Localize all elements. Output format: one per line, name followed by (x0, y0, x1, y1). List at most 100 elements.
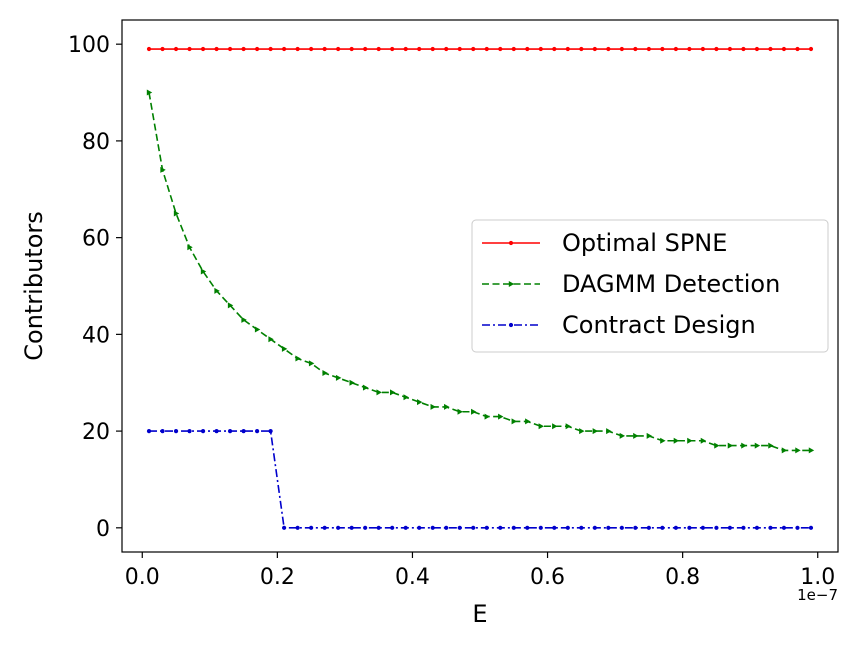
data-point (592, 525, 597, 530)
data-point (214, 428, 219, 434)
data-point (417, 46, 422, 52)
legend-entry: Contract Design (482, 311, 756, 339)
data-point (700, 46, 706, 52)
data-point (457, 408, 463, 415)
data-point (362, 384, 369, 391)
data-point (254, 326, 261, 333)
data-point (254, 46, 260, 52)
data-point (741, 442, 747, 449)
data-point (511, 418, 517, 425)
data-point (552, 46, 557, 52)
data-point (781, 447, 788, 454)
data-point (498, 413, 504, 420)
data-point (214, 46, 219, 52)
data-point (160, 166, 166, 173)
data-point (349, 46, 354, 52)
data-point (552, 525, 557, 530)
data-point (241, 46, 246, 52)
data-point (606, 525, 611, 530)
x-tick-label: 0.2 (260, 565, 295, 590)
data-point (808, 46, 814, 52)
legend-marker (508, 322, 514, 328)
data-point (390, 525, 395, 530)
series-line (149, 430, 811, 529)
legend-label: Optimal SPNE (562, 229, 727, 257)
data-point (471, 525, 476, 530)
data-point (525, 418, 531, 425)
data-point (660, 437, 666, 444)
legend-entry: Optimal SPNE (482, 229, 727, 257)
legend-label: DAGMM Detection (562, 270, 780, 298)
data-point (538, 525, 543, 530)
x-axis-label: E (472, 600, 487, 628)
data-point (146, 89, 153, 96)
data-point (579, 46, 584, 52)
data-point (727, 442, 734, 449)
data-point (619, 525, 624, 530)
data-point (538, 46, 543, 52)
legend-label: Contract Design (562, 311, 756, 339)
data-point (309, 525, 314, 530)
data-point (646, 432, 653, 439)
data-point (754, 525, 760, 530)
legend: Optimal SPNE DAGMM Detection Contract Desi… (471, 219, 829, 353)
data-point (457, 525, 462, 530)
data-point (700, 437, 707, 444)
data-point (768, 442, 774, 449)
data-point (268, 46, 273, 52)
data-point (498, 525, 503, 530)
data-point (741, 525, 746, 530)
axes-frame (121, 19, 839, 553)
data-point (687, 46, 692, 52)
data-point (808, 447, 815, 454)
data-point (795, 525, 800, 530)
data-point (444, 403, 450, 410)
data-point (660, 46, 665, 52)
data-point (254, 428, 260, 434)
data-point (714, 442, 720, 449)
x-axis-offset-label: 1e−7 (797, 586, 838, 604)
data-point (511, 525, 516, 530)
data-point (241, 428, 246, 434)
data-point (146, 428, 152, 434)
data-point (146, 46, 152, 52)
y-tick-label: 40 (82, 323, 110, 348)
x-tick-label: 0.8 (665, 565, 700, 590)
data-point (295, 46, 300, 52)
data-point (200, 46, 206, 52)
series-0 (146, 46, 814, 52)
legend-marker (508, 240, 514, 246)
data-point (700, 525, 706, 530)
y-tick-label: 60 (82, 227, 110, 252)
data-point (484, 525, 489, 530)
data-point (457, 46, 462, 52)
data-point (795, 447, 801, 454)
y-tick-label: 20 (82, 420, 110, 445)
data-point (376, 389, 382, 396)
data-point (727, 525, 733, 530)
data-point (592, 46, 597, 52)
data-point (768, 525, 773, 530)
data-point (349, 379, 355, 386)
data-point (308, 360, 315, 367)
data-point (309, 46, 314, 52)
series-2 (146, 428, 814, 530)
data-point (187, 244, 193, 251)
data-point (281, 345, 288, 352)
data-point (687, 437, 693, 444)
data-point (417, 525, 422, 530)
data-point (295, 355, 301, 362)
legend-box (471, 219, 829, 353)
data-point (727, 46, 733, 52)
data-point (579, 428, 585, 435)
data-point (160, 428, 165, 434)
data-point (173, 46, 179, 52)
data-point (687, 525, 692, 530)
series-1 (146, 89, 815, 454)
data-point (322, 525, 327, 530)
data-point (336, 46, 341, 52)
data-point (282, 525, 287, 530)
data-point (619, 432, 626, 439)
data-point (754, 442, 761, 449)
